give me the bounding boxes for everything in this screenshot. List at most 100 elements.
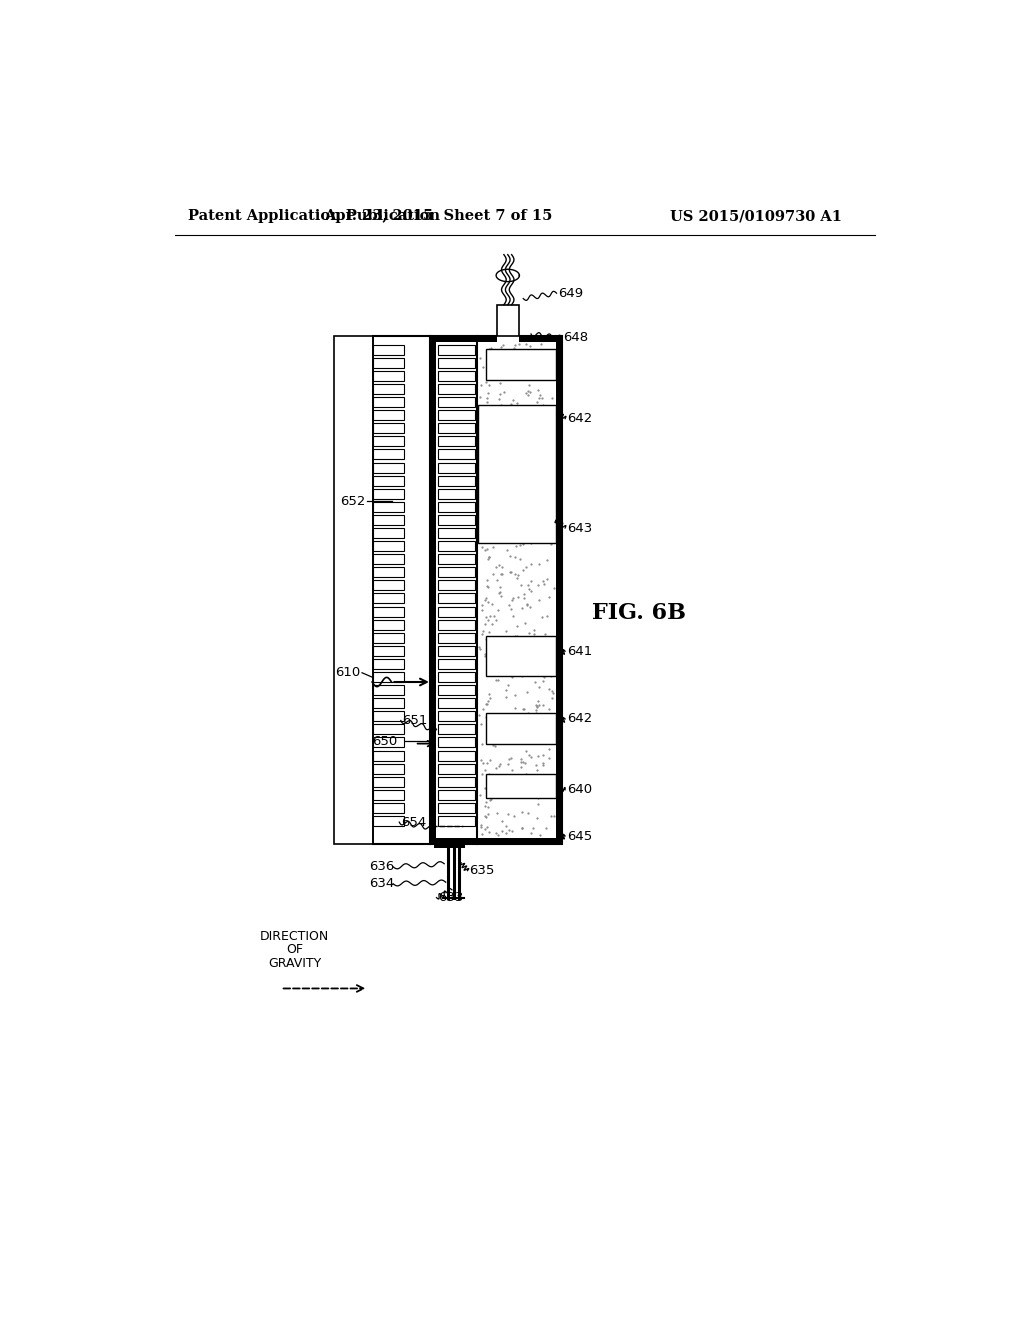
Text: US 2015/0109730 A1: US 2015/0109730 A1 xyxy=(671,209,843,223)
Text: OF: OF xyxy=(286,944,303,957)
Text: 650: 650 xyxy=(373,735,397,748)
Text: 633: 633 xyxy=(438,891,464,904)
Bar xyxy=(438,541,475,552)
Bar xyxy=(373,594,403,603)
Text: 652: 652 xyxy=(340,495,366,508)
Bar xyxy=(373,449,403,459)
Bar xyxy=(373,568,403,577)
Bar xyxy=(438,358,475,368)
Bar xyxy=(373,462,403,473)
Bar xyxy=(497,305,518,335)
Bar xyxy=(373,659,403,669)
Bar xyxy=(438,645,475,656)
Bar xyxy=(434,843,465,847)
Bar xyxy=(373,528,403,539)
Text: 654: 654 xyxy=(400,816,426,829)
Bar xyxy=(438,397,475,407)
Bar xyxy=(373,711,403,721)
Bar xyxy=(373,685,403,696)
Bar xyxy=(438,384,475,395)
Bar xyxy=(438,424,475,433)
Bar xyxy=(373,541,403,552)
Bar xyxy=(438,803,475,813)
Bar xyxy=(373,345,403,355)
Text: 634: 634 xyxy=(370,878,394,890)
Bar xyxy=(430,335,562,843)
Bar xyxy=(438,462,475,473)
Bar xyxy=(438,345,475,355)
Text: 636: 636 xyxy=(370,861,394,874)
Text: 645: 645 xyxy=(566,829,592,842)
Bar xyxy=(438,411,475,420)
Text: 641: 641 xyxy=(566,644,592,657)
Bar xyxy=(373,358,403,368)
Text: 642: 642 xyxy=(566,412,592,425)
Bar xyxy=(373,619,403,630)
Bar xyxy=(430,335,562,342)
Bar xyxy=(438,751,475,760)
Bar xyxy=(438,763,475,774)
Bar xyxy=(430,335,436,843)
Bar xyxy=(438,659,475,669)
Bar xyxy=(438,475,475,486)
Bar xyxy=(438,672,475,682)
Bar xyxy=(373,725,403,734)
Bar xyxy=(373,488,403,499)
Bar xyxy=(486,350,556,380)
Bar xyxy=(373,424,403,433)
Bar xyxy=(438,528,475,539)
Bar xyxy=(373,738,403,747)
Bar xyxy=(430,838,562,843)
Bar xyxy=(373,581,403,590)
Bar xyxy=(373,672,403,682)
Bar xyxy=(373,789,403,800)
Bar xyxy=(373,751,403,760)
Bar xyxy=(438,698,475,708)
Text: DIRECTION: DIRECTION xyxy=(260,929,330,942)
Bar xyxy=(438,711,475,721)
Text: GRAVITY: GRAVITY xyxy=(268,957,322,970)
Bar xyxy=(438,554,475,564)
Bar xyxy=(373,698,403,708)
Bar xyxy=(373,515,403,525)
Bar xyxy=(373,437,403,446)
Bar xyxy=(438,607,475,616)
Bar xyxy=(373,411,403,420)
Text: 643: 643 xyxy=(566,521,592,535)
Bar xyxy=(438,437,475,446)
Bar xyxy=(373,371,403,381)
Bar xyxy=(438,568,475,577)
Bar xyxy=(373,803,403,813)
Bar xyxy=(438,515,475,525)
Bar xyxy=(486,713,556,743)
Text: 635: 635 xyxy=(469,865,495,878)
Text: Patent Application Publication: Patent Application Publication xyxy=(188,209,440,223)
Bar xyxy=(334,335,373,843)
Text: 642: 642 xyxy=(566,713,592,726)
Text: 649: 649 xyxy=(558,286,584,300)
Bar xyxy=(373,763,403,774)
Bar xyxy=(373,384,403,395)
Bar xyxy=(373,632,403,643)
Bar xyxy=(438,371,475,381)
Bar xyxy=(486,636,556,676)
Bar xyxy=(436,342,477,838)
Bar xyxy=(438,594,475,603)
Bar xyxy=(438,725,475,734)
Bar xyxy=(373,554,403,564)
Bar xyxy=(556,335,562,843)
Bar xyxy=(438,685,475,696)
Text: Apr. 23, 2015  Sheet 7 of 15: Apr. 23, 2015 Sheet 7 of 15 xyxy=(324,209,552,223)
Bar xyxy=(438,502,475,512)
Bar xyxy=(438,738,475,747)
Bar xyxy=(373,397,403,407)
Bar xyxy=(373,607,403,616)
Text: 640: 640 xyxy=(566,783,592,796)
Text: 648: 648 xyxy=(563,331,589,345)
Bar xyxy=(438,816,475,826)
Bar xyxy=(438,789,475,800)
Bar xyxy=(438,619,475,630)
Bar xyxy=(373,776,403,787)
Bar xyxy=(373,475,403,486)
Bar xyxy=(373,502,403,512)
